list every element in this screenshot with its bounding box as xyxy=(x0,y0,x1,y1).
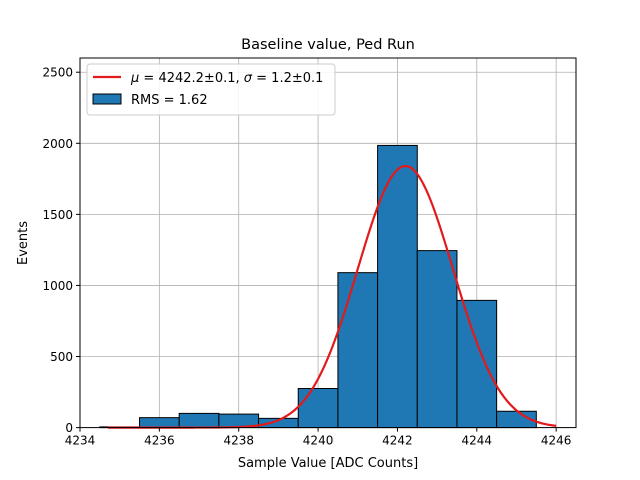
x-axis-ticks: 4234 4236 4238 4240 4242 4244 4246 xyxy=(65,427,572,448)
histogram-bars xyxy=(99,144,537,429)
y-axis-label: Events xyxy=(16,221,31,265)
x-tick-label: 4244 xyxy=(462,434,493,448)
x-tick-label: 4236 xyxy=(144,434,175,448)
histogram-bar xyxy=(377,144,418,429)
histogram-bar xyxy=(297,388,339,429)
legend-histogram-swatch xyxy=(92,93,122,105)
x-tick-label: 4238 xyxy=(223,434,254,448)
histogram-bar xyxy=(456,299,498,429)
y-tick-label: 1500 xyxy=(42,208,73,222)
legend: μ = 4242.2±0.1, σ = 1.2±0.1 RMS = 1.62 xyxy=(86,63,336,116)
x-tick-label: 4240 xyxy=(303,434,334,448)
y-tick-label: 2000 xyxy=(42,137,73,151)
histogram-bar xyxy=(178,412,220,429)
legend-histogram-label: RMS = 1.62 xyxy=(131,93,208,108)
histogram-bar xyxy=(337,272,379,429)
x-tick-label: 4242 xyxy=(382,434,413,448)
legend-sigma-value: = 1.2±0.1 xyxy=(252,71,323,86)
legend-fit-label: μ = 4242.2±0.1, σ = 1.2±0.1 xyxy=(130,71,323,86)
x-tick-label: 4246 xyxy=(541,434,572,448)
legend-mu-value: = 4242.2±0.1, xyxy=(139,71,243,86)
y-tick-label: 1000 xyxy=(42,279,73,293)
y-axis-ticks: 0 500 1000 1500 2000 2500 xyxy=(42,66,80,435)
y-tick-label: 2500 xyxy=(42,66,73,80)
y-tick-label: 500 xyxy=(50,350,73,364)
histogram-bar xyxy=(139,417,180,429)
legend-box xyxy=(86,63,336,116)
histogram-bar xyxy=(416,250,458,429)
x-axis-label: Sample Value [ADC Counts] xyxy=(238,456,418,471)
legend-mu-symbol: μ xyxy=(130,71,139,86)
chart-title: Baseline value, Ped Run xyxy=(241,37,415,53)
y-tick-label: 0 xyxy=(65,421,73,435)
x-tick-label: 4234 xyxy=(65,434,96,448)
plot-frame xyxy=(79,57,577,429)
legend-sigma-symbol: σ xyxy=(244,71,253,86)
